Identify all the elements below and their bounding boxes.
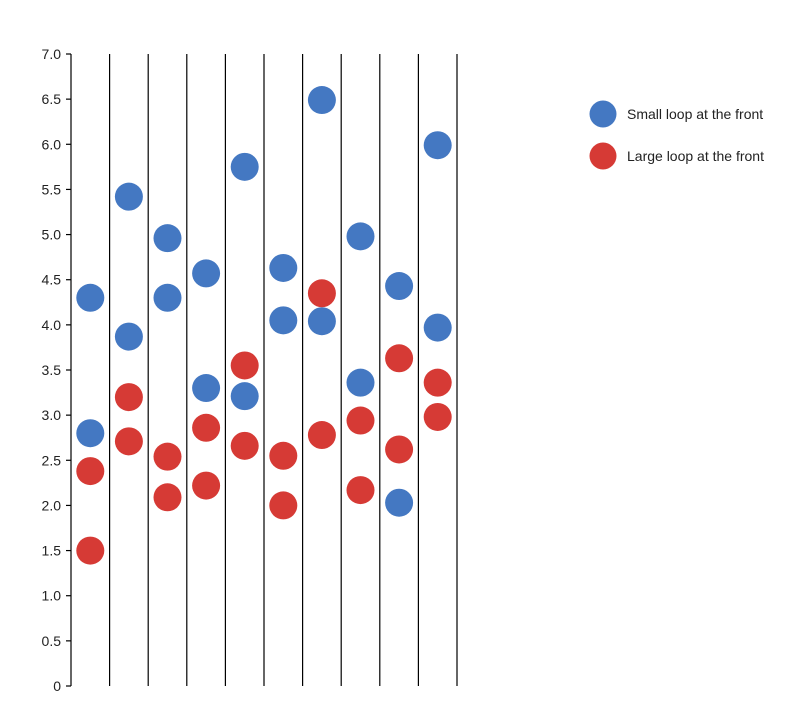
- y-tick-label: 3.0: [42, 407, 62, 423]
- large-loop-point: [307, 421, 336, 450]
- large-loop-point: [76, 457, 105, 486]
- small-loop-point: [346, 222, 375, 251]
- y-tick-label: 5.5: [42, 181, 62, 197]
- large-loop-point: [346, 406, 375, 435]
- y-tick-label: 1.5: [42, 543, 62, 559]
- large-loop-point: [423, 402, 452, 431]
- large-loop-point: [153, 442, 182, 471]
- y-tick-label: 4.5: [42, 272, 62, 288]
- small-loop-point: [114, 182, 143, 211]
- large-loop-point: [346, 476, 375, 505]
- legend-marker: [589, 142, 617, 170]
- large-loop-point: [230, 351, 259, 380]
- y-tick-label: 2.0: [42, 497, 62, 513]
- small-loop-point: [192, 259, 221, 288]
- small-loop-point: [385, 272, 414, 301]
- small-loop-point: [153, 224, 182, 253]
- small-loop-point: [230, 152, 259, 181]
- legend: Small loop at the front Large loop at the…: [589, 100, 764, 170]
- legend-marker: [589, 100, 617, 128]
- large-loop-point: [153, 483, 182, 512]
- large-loop-point: [76, 536, 105, 565]
- small-loop-point: [307, 86, 336, 115]
- y-tick-label: 4.0: [42, 317, 62, 333]
- small-loop-point: [423, 313, 452, 342]
- small-loop-point: [192, 374, 221, 403]
- legend-label: Small loop at the front: [627, 106, 763, 122]
- small-loop-point: [307, 307, 336, 336]
- y-axis: 0 0.5 1.0 1.5 2.0 2.5 3.0 3.5 4.0 4.5 5.0 5.5 6.0 6.5…: [42, 46, 72, 694]
- y-tick-label: 7.0: [42, 46, 62, 62]
- large-loop-point: [385, 344, 414, 373]
- y-tick-label: 5.0: [42, 227, 62, 243]
- large-loop-point: [307, 279, 336, 308]
- small-loop-point: [385, 488, 414, 517]
- large-loop-point: [114, 427, 143, 456]
- y-tick-label: 0.5: [42, 633, 62, 649]
- small-loop-point: [269, 253, 298, 282]
- large-loop-point: [269, 491, 298, 520]
- large-loop-point: [269, 441, 298, 470]
- small-loop-point: [269, 306, 298, 335]
- small-loop-point: [76, 419, 105, 448]
- column-dividers: [108, 54, 458, 686]
- large-loop-point: [385, 435, 414, 464]
- large-loop-point: [192, 471, 221, 500]
- y-tick-label: 3.5: [42, 362, 62, 378]
- y-tick-label: 2.5: [42, 452, 62, 468]
- large-loop-point: [192, 413, 221, 442]
- small-loop-point: [423, 131, 452, 160]
- legend-label: Large loop at the front: [627, 148, 764, 164]
- y-tick-label: 6.0: [42, 136, 62, 152]
- small-loop-point: [346, 368, 375, 397]
- small-loop-point: [114, 322, 143, 351]
- y-tick-label: 1.0: [42, 588, 62, 604]
- small-loop-point: [153, 283, 182, 312]
- large-loop-point: [423, 368, 452, 397]
- y-tick-label: 0: [53, 678, 61, 694]
- y-tick-label: 6.5: [42, 91, 62, 107]
- large-loop-point: [230, 431, 259, 460]
- small-loop-point: [230, 382, 259, 411]
- data-points: [76, 86, 452, 565]
- small-loop-point: [76, 283, 105, 312]
- large-loop-point: [114, 383, 143, 412]
